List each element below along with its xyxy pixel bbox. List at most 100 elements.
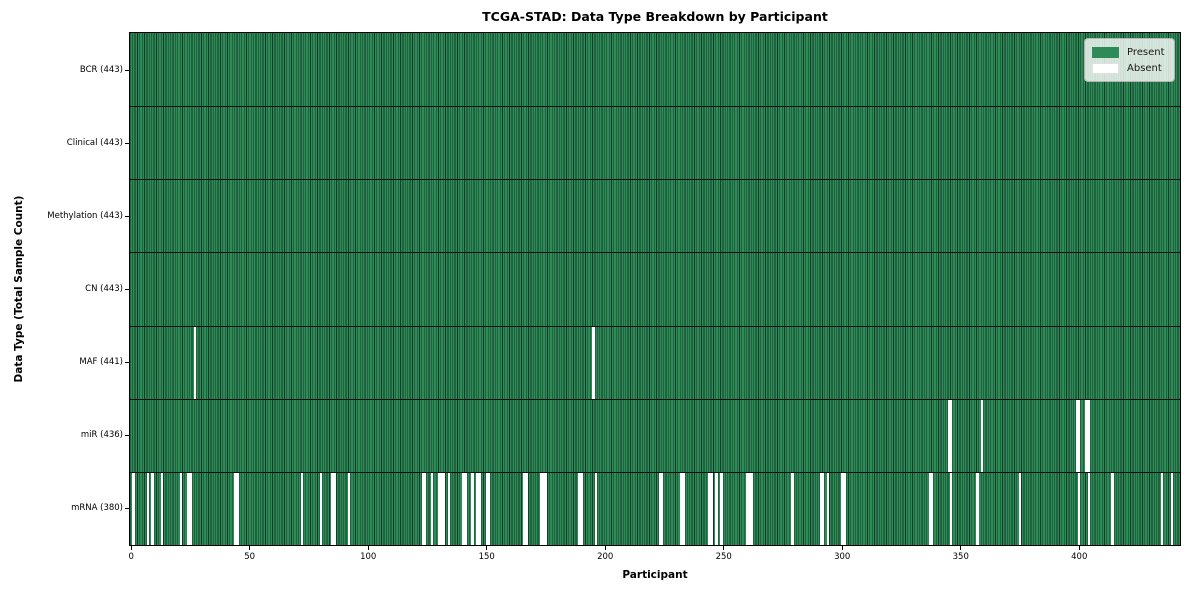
absent-cell [1085, 398, 1088, 472]
x-tick-label: 250 [715, 552, 732, 562]
absent-cell [950, 471, 953, 545]
absent-cell [679, 471, 683, 545]
absent-cell [476, 471, 479, 545]
absent-cell [464, 471, 467, 545]
x-tick-label: 100 [360, 552, 377, 562]
y-tick-mark [125, 142, 129, 144]
heatmap-row-mir [130, 398, 1180, 472]
absent-cell [447, 471, 450, 545]
legend-entry-absent: Absent [1092, 60, 1165, 76]
absent-cell [715, 471, 718, 545]
absent-cell [841, 471, 844, 545]
absent-cell [682, 471, 685, 545]
absent-cell [577, 471, 581, 545]
absent-cell [151, 471, 154, 545]
y-tick-label: miR (436) [80, 430, 123, 441]
absent-cell [186, 471, 190, 545]
x-tick-label: 200 [597, 552, 614, 562]
absent-cell [348, 471, 351, 545]
absent-cell [950, 398, 953, 472]
absent-cell [594, 471, 597, 545]
absent-cell [542, 471, 545, 545]
absent-cell [720, 471, 723, 545]
absent-cell [485, 471, 488, 545]
absent-cell [1075, 398, 1079, 472]
absent-cell [710, 471, 714, 545]
absent-cell [523, 471, 526, 545]
y-tick-mark [125, 289, 129, 290]
absent-cell [822, 471, 825, 545]
x-tick-mark [130, 546, 132, 550]
y-tick-label: BCR (443) [79, 64, 123, 75]
absent-cell [431, 471, 434, 545]
y-tick-label: MAF (441) [79, 357, 123, 368]
x-tick-mark [367, 546, 369, 550]
y-tick-label: Methylation (443) [47, 210, 123, 221]
absent-cell [1170, 471, 1173, 545]
absent-cell [931, 471, 934, 545]
x-tick-mark [841, 546, 843, 550]
x-tick-label: 50 [244, 552, 256, 562]
absent-cell [146, 471, 149, 545]
x-tick-label: 300 [834, 552, 851, 562]
absent-cell [980, 398, 984, 472]
x-tick-mark [486, 546, 488, 550]
y-tick-mark [125, 362, 129, 364]
absent-cell [471, 471, 474, 545]
absent-cell [947, 398, 951, 472]
absent-cell [440, 471, 443, 545]
x-tick-label: 350 [952, 552, 969, 562]
absent-cell [819, 471, 823, 545]
row-separator [130, 471, 1180, 473]
x-tick-mark [1078, 546, 1080, 550]
present-swatch-icon [1092, 46, 1119, 58]
heatmap-row-clinical [130, 106, 1180, 180]
legend-label-present: Present [1127, 46, 1165, 58]
row-separator [130, 106, 1180, 108]
row-separator [130, 252, 1180, 254]
absent-cell [179, 471, 183, 545]
y-tick-mark [125, 435, 129, 437]
absent-cell [461, 471, 465, 545]
absent-cell [580, 471, 583, 545]
row-separator [130, 325, 1180, 327]
absent-cell [442, 471, 446, 545]
absent-cell [478, 471, 481, 545]
x-tick-label: 400 [1071, 552, 1088, 562]
absent-cell [234, 471, 237, 545]
x-tick-mark [249, 546, 251, 550]
heatmap-row-maf [130, 325, 1180, 399]
absent-cell [750, 471, 754, 545]
x-tick-mark [604, 546, 606, 550]
absent-cell [660, 471, 664, 545]
absent-cell [300, 471, 303, 545]
absent-cell [746, 471, 749, 545]
legend: Present Absent [1084, 38, 1175, 82]
absent-swatch-icon [1092, 62, 1119, 74]
x-axis-title: Participant [622, 569, 688, 581]
absent-cell [592, 325, 595, 399]
plot-area [129, 32, 1181, 546]
absent-cell [826, 471, 830, 545]
absent-cell [1087, 398, 1090, 472]
x-tick-label: 0 [128, 552, 134, 562]
absent-cell [1161, 471, 1164, 545]
y-tick-mark [125, 508, 129, 510]
absent-cell [928, 471, 932, 545]
x-tick-mark [960, 546, 962, 550]
absent-cell [160, 471, 164, 545]
absent-cell [132, 471, 135, 545]
x-tick-label: 150 [478, 552, 495, 562]
absent-cell [487, 471, 491, 545]
absent-cell [423, 471, 427, 545]
row-separator [130, 398, 1180, 400]
y-tick-label: Clinical (443) [66, 137, 123, 148]
absent-cell [236, 471, 240, 545]
heatmap-row-methylation [130, 179, 1180, 253]
absent-cell [544, 471, 548, 545]
x-tick-mark [723, 546, 725, 550]
legend-entry-present: Present [1092, 44, 1165, 60]
y-tick-mark [125, 69, 129, 71]
absent-cell [976, 471, 979, 545]
